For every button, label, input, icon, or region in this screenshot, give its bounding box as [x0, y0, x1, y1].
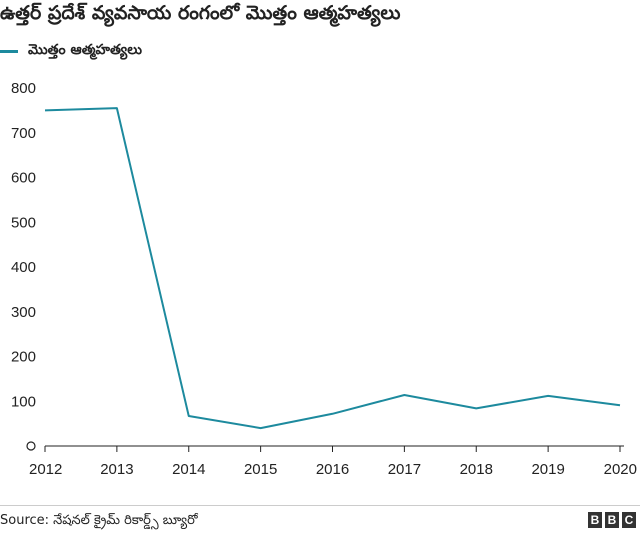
- bbc-logo-letter: B: [605, 512, 619, 528]
- y-tick-label: 300: [11, 304, 36, 321]
- series-line: [44, 107, 621, 430]
- y-tick-label: 500: [11, 214, 36, 231]
- legend-swatch: [0, 50, 18, 53]
- x-tick-label: 2013: [100, 461, 133, 478]
- source-note: Source: నేషనల్ క్రైమ్ రికార్డ్స్ బ్యూరో: [0, 513, 198, 528]
- x-tick-label: 2014: [172, 461, 205, 478]
- y-tick-label: 200: [11, 349, 36, 366]
- x-tick-label: 2020: [604, 461, 637, 478]
- x-tick-label: 2017: [388, 461, 421, 478]
- bbc-logo-letter: C: [622, 512, 636, 528]
- y-tick-label: 100: [11, 393, 36, 410]
- y-axis: 100 200 300 400 500 600 700 800: [11, 80, 624, 451]
- series-group: [44, 107, 621, 430]
- x-tick-label: 2012: [29, 461, 62, 478]
- x-tick-label: 2018: [460, 461, 493, 478]
- legend-label: మొత్తం ఆత్మహత్యలు: [28, 42, 142, 58]
- footer-divider: [0, 505, 640, 506]
- y-tick-label: 800: [11, 80, 36, 97]
- x-tick-label: 2015: [244, 461, 277, 478]
- chart-title: ఉత్తర్ ప్రదేశ్ వ్యవసాయ రంగంలో మొత్తం ఆత్…: [0, 2, 401, 24]
- y-tick-label: 600: [11, 170, 36, 187]
- bbc-logo: B B C: [588, 512, 636, 528]
- y-tick-label: 400: [11, 259, 36, 276]
- x-tick-label: 2016: [316, 461, 349, 478]
- y-tick-label: 700: [11, 125, 36, 142]
- x-tick-label: 2019: [531, 461, 564, 478]
- y-tick-label-zero: [26, 441, 36, 451]
- x-axis: 2012 2013 2014 2015 2016 2017 2018 2019 2020: [29, 446, 637, 478]
- bbc-logo-letter: B: [588, 512, 602, 528]
- legend: మొత్తం ఆత్మహత్యలు: [0, 42, 142, 61]
